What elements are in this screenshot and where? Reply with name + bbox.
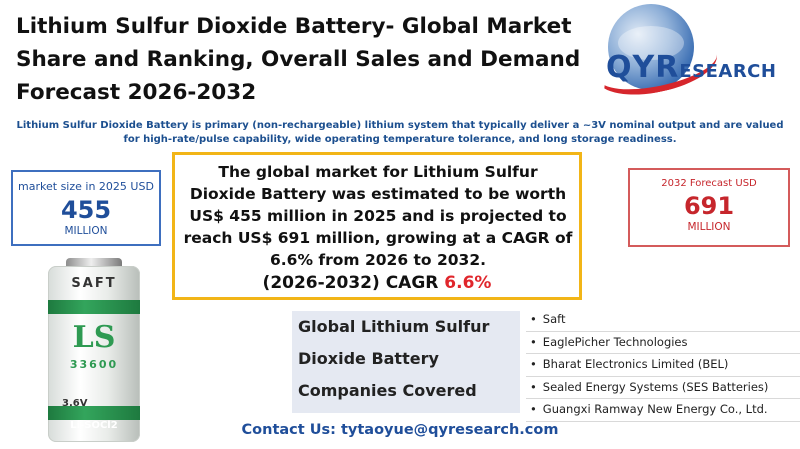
page-title: Lithium Sulfur Dioxide Battery- Global M…	[16, 10, 606, 109]
qyresearch-logo: QYRESEARCH	[582, 2, 800, 110]
companies-heading-line-1: Global Lithium Sulfur	[298, 317, 490, 336]
logo-wordmark: QYRESEARCH	[606, 50, 776, 85]
cagr-value: 6.6%	[444, 273, 492, 293]
market-size-2025-box: market size in 2025 USD 455 MILLION	[11, 170, 161, 246]
companies-heading-line-3: Companies Covered	[298, 381, 477, 400]
companies-heading-line-2: Dioxide Battery	[298, 349, 439, 368]
battery-terminal	[66, 258, 122, 268]
logo-text-qyr: QYR	[606, 50, 680, 85]
market-size-unit: MILLION	[64, 225, 108, 237]
title-line-2: Share and Ranking, Overall Sales and Dem…	[16, 47, 581, 72]
list-item: Sealed Energy Systems (SES Batteries)	[526, 377, 800, 399]
battery-chemistry: Li-SOCl2	[70, 420, 118, 431]
market-size-value: 455	[60, 196, 112, 224]
battery-model: LS	[72, 320, 116, 355]
forecast-value: 691	[683, 192, 735, 220]
globe-icon	[608, 4, 694, 90]
list-item: Saft	[526, 309, 800, 332]
company-list: Saft EaglePicher Technologies Bharat Ele…	[526, 309, 800, 422]
cagr-label: (2026-2032) CAGR	[262, 273, 445, 293]
battery-model-number: 33600	[69, 358, 119, 371]
battery-stripe-top	[48, 300, 140, 314]
market-summary-box: The global market for Lithium Sulfur Dio…	[172, 152, 582, 300]
battery-brand: SAFT	[71, 276, 117, 291]
forecast-unit: MILLION	[687, 221, 731, 233]
list-item: EaglePicher Technologies	[526, 332, 800, 354]
subtitle: Lithium Sulfur Dioxide Battery is primar…	[16, 120, 784, 145]
contact-info: Contact Us: tytaoyue@qyresearch.com	[241, 422, 559, 438]
market-size-label: market size in 2025 USD	[18, 180, 154, 193]
list-item: Guangxi Ramway New Energy Co., Ltd.	[526, 399, 800, 422]
forecast-label: 2032 Forecast USD	[661, 178, 757, 189]
battery-voltage: 3.6V	[62, 398, 88, 409]
logo-text-research: ESEARCH	[679, 61, 777, 82]
battery-stripe-bottom	[48, 406, 140, 420]
cagr-line: (2026-2032) CAGR 6.6%	[175, 273, 579, 293]
companies-covered-heading: Global Lithium Sulfur Dioxide Battery Co…	[292, 311, 520, 413]
forecast-2032-box: 2032 Forecast USD 691 MILLION	[628, 168, 790, 247]
market-summary-text: The global market for Lithium Sulfur Dio…	[183, 163, 573, 269]
battery-image: SAFT LS 33600 3.6V Li-SOCl2	[40, 256, 148, 446]
list-item: Bharat Electronics Limited (BEL)	[526, 354, 800, 377]
title-line-1: Lithium Sulfur Dioxide Battery- Global M…	[16, 14, 572, 39]
title-line-3: Forecast 2026-2032	[16, 80, 257, 105]
